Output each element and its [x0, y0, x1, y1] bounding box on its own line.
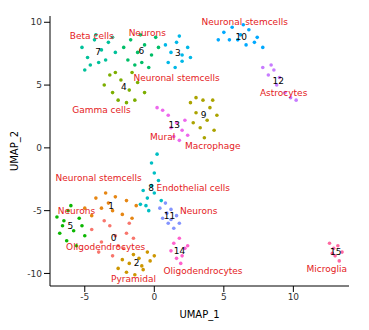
svg-text:Neurons: Neurons — [58, 206, 96, 216]
svg-text:0: 0 — [151, 292, 157, 302]
svg-text:9: 9 — [201, 110, 207, 120]
svg-text:Macrophage: Macrophage — [185, 141, 241, 151]
svg-text:15: 15 — [330, 247, 341, 257]
svg-text:Endothelial cells: Endothelial cells — [157, 183, 231, 193]
svg-text:Microglia: Microglia — [307, 264, 347, 274]
svg-text:Gamma cells: Gamma cells — [72, 105, 131, 115]
svg-text:0: 0 — [111, 233, 117, 243]
svg-text:-5: -5 — [80, 292, 89, 302]
svg-text:UMAP_1: UMAP_1 — [179, 309, 219, 321]
svg-text:3: 3 — [175, 48, 181, 58]
svg-text:0: 0 — [36, 143, 42, 153]
svg-text:8: 8 — [148, 183, 154, 193]
svg-text:10: 10 — [235, 32, 247, 42]
svg-text:Neuronal stemcells: Neuronal stemcells — [202, 17, 289, 27]
svg-text:5: 5 — [68, 221, 74, 231]
svg-text:4: 4 — [121, 82, 127, 92]
svg-text:UMAP_2: UMAP_2 — [9, 131, 21, 171]
svg-text:2: 2 — [134, 258, 140, 268]
svg-text:Oligodendrocytes: Oligodendrocytes — [163, 266, 242, 276]
svg-text:Neuronal stemcells: Neuronal stemcells — [133, 73, 220, 83]
svg-text:Neurons: Neurons — [180, 206, 218, 216]
svg-text:5: 5 — [36, 80, 42, 90]
svg-text:-5: -5 — [33, 206, 42, 216]
svg-text:Neuronal stemcells: Neuronal stemcells — [56, 173, 143, 183]
svg-text:6: 6 — [138, 46, 144, 56]
svg-text:Oligodendrocytes: Oligodendrocytes — [66, 242, 145, 252]
svg-text:12: 12 — [273, 76, 284, 86]
svg-text:11: 11 — [164, 211, 175, 221]
svg-text:13: 13 — [169, 120, 180, 130]
svg-text:Beta cells: Beta cells — [70, 31, 114, 41]
svg-text:14: 14 — [174, 246, 186, 256]
svg-text:Mural: Mural — [150, 132, 175, 142]
svg-text:5: 5 — [221, 292, 227, 302]
svg-text:Pyramidal: Pyramidal — [111, 274, 156, 284]
svg-text:Neurons: Neurons — [129, 28, 167, 38]
svg-text:7: 7 — [95, 47, 101, 57]
svg-text:1: 1 — [108, 201, 114, 211]
svg-text:10: 10 — [31, 17, 43, 27]
svg-text:Astrocytes: Astrocytes — [260, 88, 308, 98]
svg-text:-10: -10 — [27, 269, 42, 279]
svg-text:10: 10 — [288, 292, 300, 302]
